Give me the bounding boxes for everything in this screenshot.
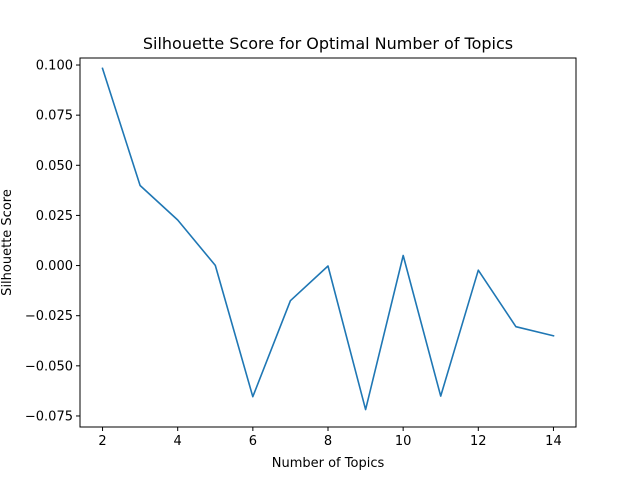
x-axis-ticks: 2 4 6 8 10 12 14 — [98, 427, 562, 449]
x-tick-label: 2 — [98, 434, 106, 449]
x-axis-title: Number of Topics — [272, 456, 385, 471]
x-tick-label: 14 — [545, 434, 562, 449]
y-axis-ticks: −0.075 −0.050 −0.025 0.000 0.025 0.050 0.075 0.… — [25, 59, 80, 424]
y-axis-title: Silhouette Score — [0, 189, 15, 296]
y-tick-label: −0.075 — [25, 409, 73, 424]
plot-area — [80, 58, 576, 427]
series-layer — [101, 67, 555, 411]
y-tick-label: 0.000 — [36, 259, 73, 274]
chart-title: Silhouette Score for Optimal Number of T… — [143, 34, 513, 53]
plot-frame — [79, 57, 577, 428]
y-tick-label: −0.025 — [25, 309, 73, 324]
y-tick-label: −0.050 — [25, 359, 73, 374]
x-tick-label: 8 — [324, 434, 332, 449]
y-tick-label: 0.075 — [36, 109, 73, 124]
x-tick-label: 4 — [174, 434, 182, 449]
y-tick-label: 0.025 — [36, 209, 73, 224]
x-tick-label: 10 — [395, 434, 412, 449]
y-tick-label: 0.100 — [36, 59, 73, 74]
x-tick-label: 12 — [470, 434, 487, 449]
x-tick-label: 6 — [249, 434, 257, 449]
y-tick-label: 0.050 — [36, 159, 73, 174]
